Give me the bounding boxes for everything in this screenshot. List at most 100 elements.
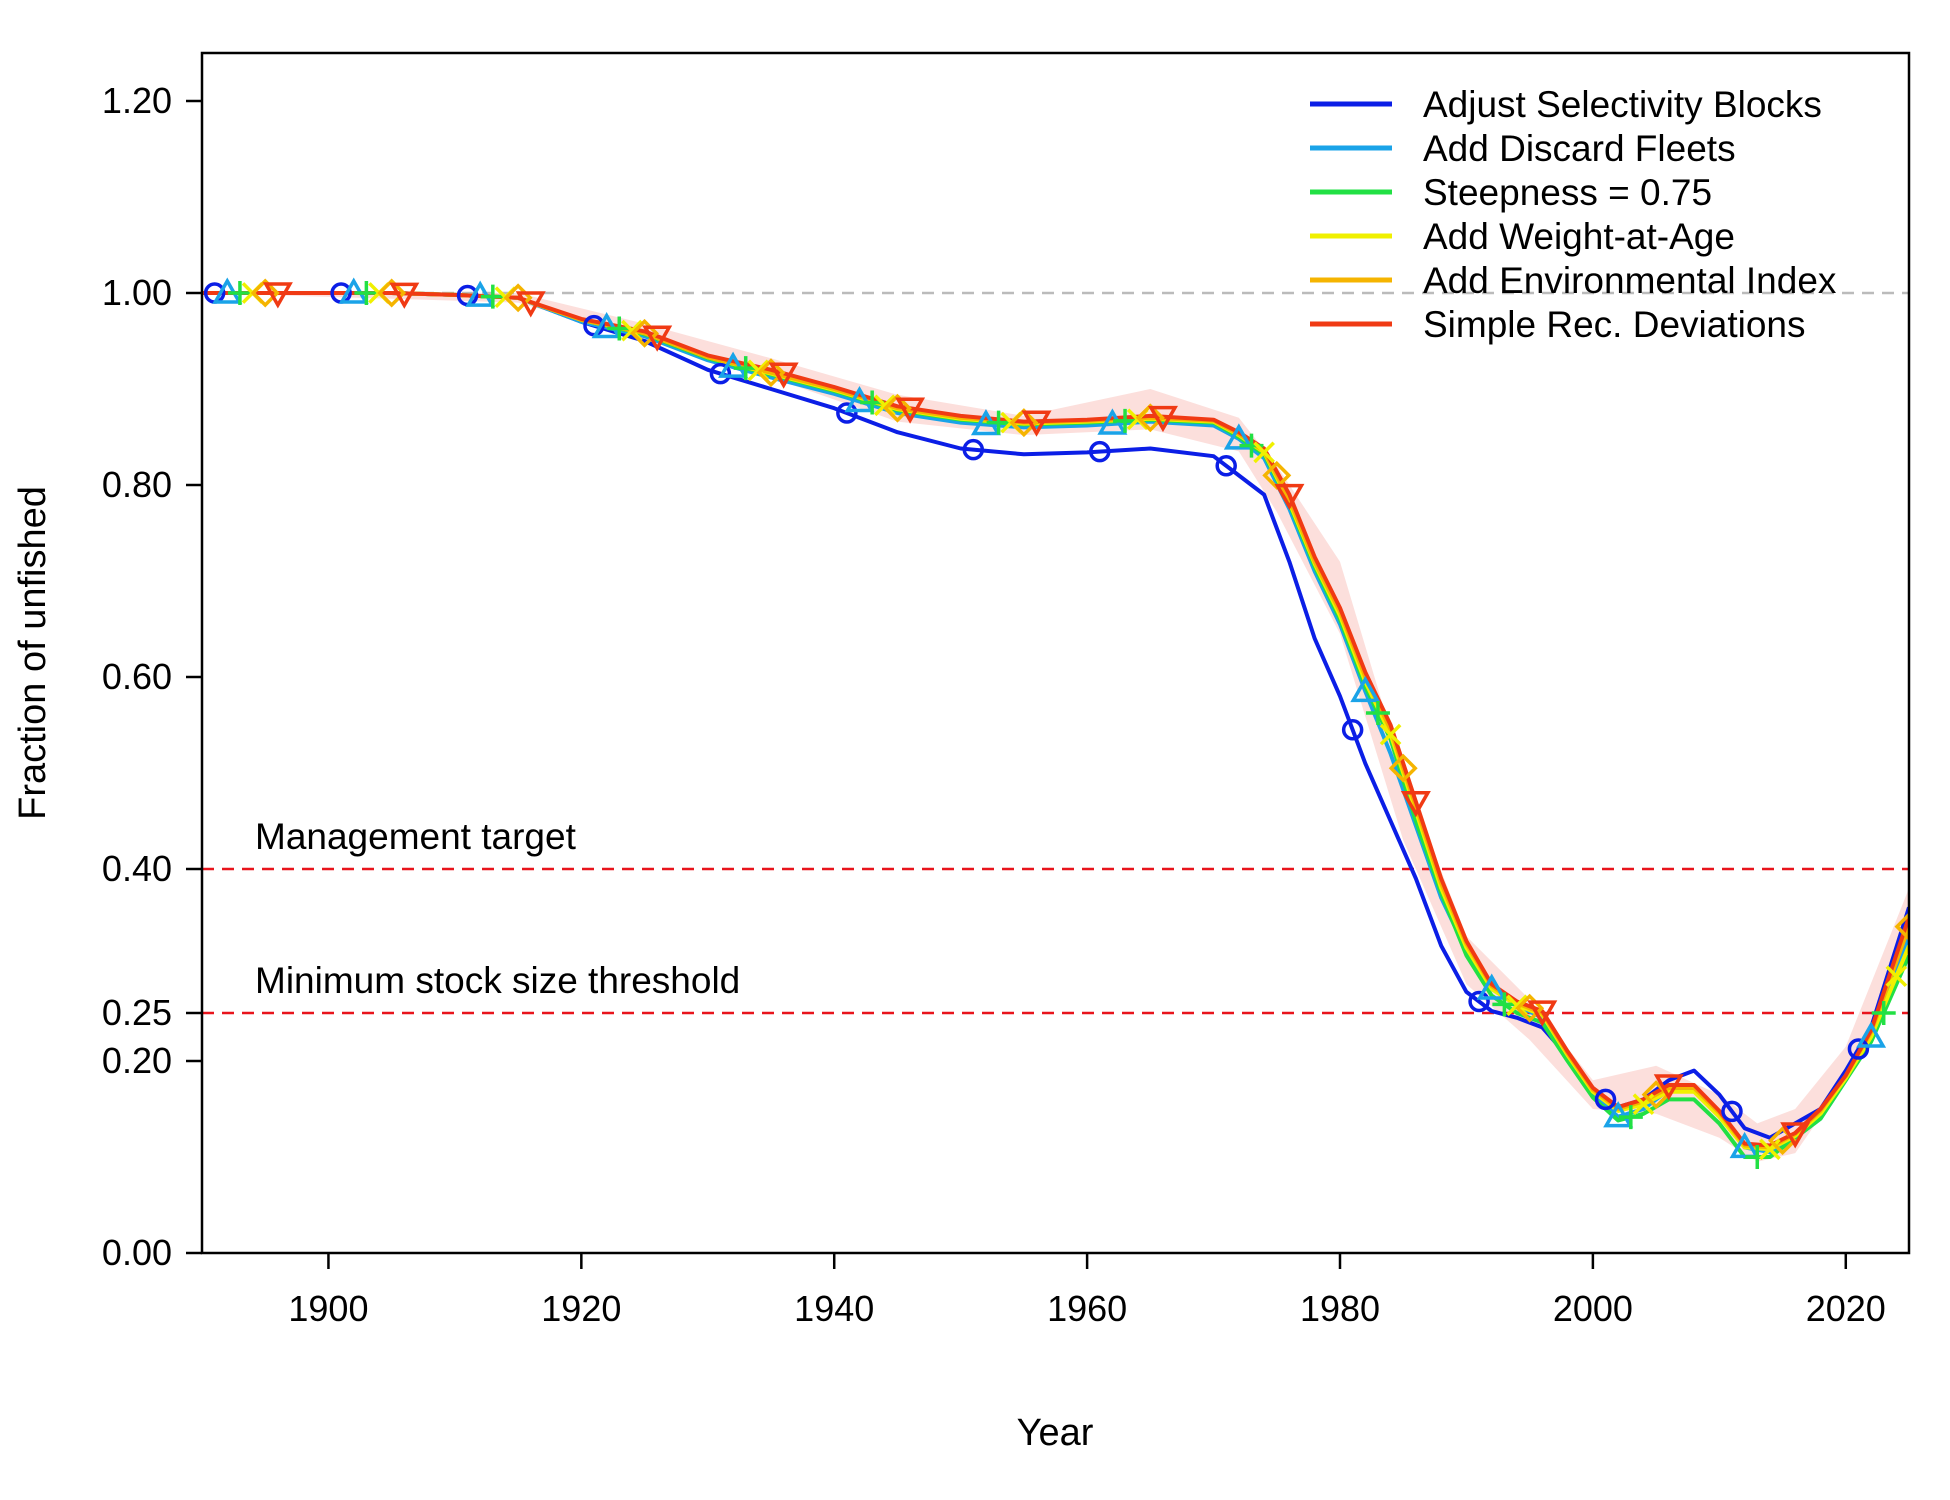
marker-adjust-selectivity-blocks [1089, 440, 1111, 463]
marker-add-environmental-index [756, 358, 786, 388]
markers-simple-rec-deviations [262, 282, 1811, 1149]
legend-item-simple-rec-deviations: Simple Rec. Deviations [1310, 304, 1805, 345]
marker-simple-rec-deviations [389, 282, 420, 309]
marker-steepness-0-75 [1113, 408, 1138, 433]
marker-add-weight-at-age [1885, 965, 1908, 988]
marker-add-environmental-index [1009, 408, 1039, 438]
legend-item-adjust-selectivity-blocks: Adjust Selectivity Blocks [1310, 84, 1822, 125]
marker-steepness-0-75 [227, 281, 252, 305]
marker-steepness-0-75 [354, 281, 379, 305]
marker-simple-rec-deviations [1780, 1122, 1811, 1149]
marker-add-discard-fleets [1729, 1131, 1760, 1159]
marker-add-environmental-index [1515, 993, 1545, 1023]
marker-add-environmental-index [377, 278, 407, 308]
markers-add-environmental-index [250, 278, 1909, 1156]
legend-label: Add Weight-at-Age [1423, 216, 1735, 257]
y-tick-label: 1.00 [102, 272, 172, 313]
marker-add-weight-at-age [1632, 1093, 1655, 1116]
x-tick-label: 1940 [794, 1288, 874, 1329]
marker-steepness-0-75 [480, 284, 505, 309]
marker-add-environmental-index [882, 393, 912, 423]
x-tick-label: 2020 [1806, 1288, 1886, 1329]
x-axis-title: Year [1017, 1412, 1094, 1454]
marker-add-discard-fleets [844, 385, 875, 413]
marker-simple-rec-deviations [515, 291, 546, 318]
y-tick-label: 0.25 [102, 992, 172, 1033]
marker-simple-rec-deviations [1527, 1000, 1558, 1027]
legend-label: Add Environmental Index [1423, 260, 1837, 301]
y-tick-label: 1.20 [102, 80, 172, 121]
markers-adjust-selectivity-blocks [203, 282, 1870, 1123]
series-layer [202, 291, 1909, 1159]
legend-label: Steepness = 0.75 [1423, 172, 1712, 213]
marker-simple-rec-deviations [1274, 483, 1305, 511]
reference-lines-layer: Management target Minimum stock size thre… [202, 291, 1909, 1015]
marker-add-environmental-index [1388, 753, 1418, 783]
x-tick-label: 1920 [541, 1288, 621, 1329]
marker-steepness-0-75 [1618, 1105, 1643, 1130]
marker-adjust-selectivity-blocks [709, 362, 732, 385]
marker-add-discard-fleets [1603, 1101, 1634, 1128]
x-tick-label: 1980 [1300, 1288, 1380, 1329]
marker-add-environmental-index [1894, 912, 1909, 942]
marker-simple-rec-deviations [1021, 410, 1052, 437]
legend-item-steepness-0-75: Steepness = 0.75 [1310, 172, 1712, 213]
y-tick-label: 0.20 [102, 1040, 172, 1081]
marker-add-weight-at-age [1379, 723, 1402, 746]
marker-simple-rec-deviations [262, 282, 293, 309]
marker-steepness-0-75 [1745, 1145, 1770, 1169]
y-tick-label: 0.80 [102, 464, 172, 505]
y-tick-label: 0.40 [102, 848, 172, 889]
marker-steepness-0-75 [1492, 992, 1517, 1017]
marker-adjust-selectivity-blocks [1341, 719, 1364, 741]
legend-item-add-weight-at-age: Add Weight-at-Age [1310, 216, 1735, 257]
marker-steepness-0-75 [986, 410, 1011, 435]
marker-adjust-selectivity-blocks [1468, 990, 1490, 1013]
marker-add-weight-at-age [1759, 1138, 1781, 1161]
marker-simple-rec-deviations [1147, 405, 1178, 433]
marker-add-discard-fleets [718, 351, 749, 378]
x-tick-label: 1900 [288, 1288, 368, 1329]
x-tick-label: 2000 [1553, 1288, 1633, 1329]
legend-item-add-environmental-index: Add Environmental Index [1310, 260, 1837, 301]
legend-label: Adjust Selectivity Blocks [1423, 84, 1822, 125]
marker-add-environmental-index [250, 278, 280, 308]
plot-frame [200, 51, 1911, 1255]
marker-adjust-selectivity-blocks [1215, 455, 1237, 477]
marker-simple-rec-deviations [895, 397, 926, 424]
legend-label: Simple Rec. Deviations [1423, 304, 1805, 345]
axes-layer: 1900 1920 1940 1960 1980 2000 2020 0.00 0.20 0.25… [102, 80, 1886, 1329]
marker-simple-rec-deviations [642, 325, 673, 352]
markers-layer [203, 277, 1909, 1169]
legend-item-add-discard-fleets: Add Discard Fleets [1310, 128, 1736, 169]
y-axis-title: Fraction of unfished [12, 486, 54, 820]
marker-simple-rec-deviations [768, 362, 799, 389]
y-tick-label: 0.60 [102, 656, 172, 697]
reference-label-minimum-stock-size-threshold: Minimum stock size threshold [255, 960, 740, 1001]
marker-add-discard-fleets [1856, 1021, 1887, 1048]
marker-simple-rec-deviations [1400, 791, 1431, 818]
x-tick-label: 1960 [1047, 1288, 1127, 1329]
marker-adjust-selectivity-blocks [962, 438, 985, 461]
y-tick-label: 0.00 [102, 1232, 172, 1273]
reference-label-management-target: Management target [255, 816, 577, 857]
marker-add-discard-fleets [591, 312, 622, 339]
marker-simple-rec-deviations [1653, 1074, 1684, 1101]
marker-add-environmental-index [630, 318, 660, 348]
marker-steepness-0-75 [1871, 1001, 1896, 1025]
marker-adjust-selectivity-blocks [836, 402, 858, 424]
marker-add-discard-fleets [1223, 423, 1254, 450]
marker-add-environmental-index [1135, 403, 1165, 433]
marker-adjust-selectivity-blocks [1721, 1100, 1743, 1123]
marker-add-discard-fleets [1350, 675, 1381, 703]
marker-steepness-0-75 [1365, 701, 1390, 725]
marker-add-discard-fleets [465, 280, 496, 307]
marker-add-discard-fleets [1476, 973, 1507, 1000]
legend-label: Add Discard Fleets [1423, 128, 1736, 169]
marker-add-weight-at-age [1253, 441, 1275, 464]
series-line-simple-rec-deviations [202, 291, 1909, 1148]
marker-adjust-selectivity-blocks [1847, 1038, 1870, 1060]
marker-steepness-0-75 [607, 316, 632, 341]
